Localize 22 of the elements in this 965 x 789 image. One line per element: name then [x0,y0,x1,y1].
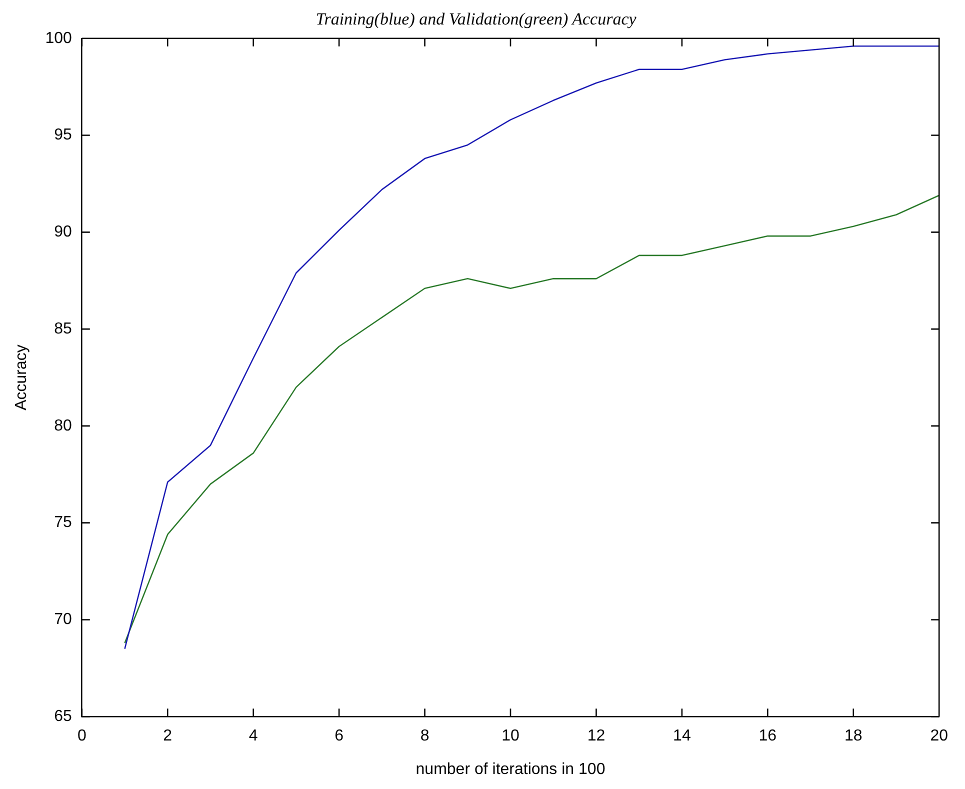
y-axis-title: Accuracy [13,344,30,410]
chart-title: Training(blue) and Validation(green) Accuracy [316,10,637,29]
x-tick-label: 6 [334,728,344,745]
y-tick-label: 90 [54,224,72,241]
x-tick-label: 2 [163,728,172,745]
x-tick-label: 16 [758,728,777,745]
y-tick-label: 70 [54,611,72,628]
y-tick-label: 80 [54,417,72,434]
x-tick-label: 14 [673,728,691,745]
y-tick-label: 75 [54,514,72,532]
y-tick-label: 100 [45,30,72,47]
x-tick-label: 18 [844,728,862,745]
x-tick-label: 0 [77,728,86,745]
x-tick-label: 20 [930,728,948,745]
x-tick-label: 4 [248,728,258,745]
y-tick-label: 65 [54,708,72,726]
y-tick-label: 95 [54,126,72,144]
y-tick-label: 85 [54,320,72,338]
x-axis-title: number of iterations in 100 [416,760,606,778]
x-tick-label: 12 [587,728,606,745]
x-tick-label: 8 [420,728,430,745]
x-tick-label: 10 [502,728,520,745]
